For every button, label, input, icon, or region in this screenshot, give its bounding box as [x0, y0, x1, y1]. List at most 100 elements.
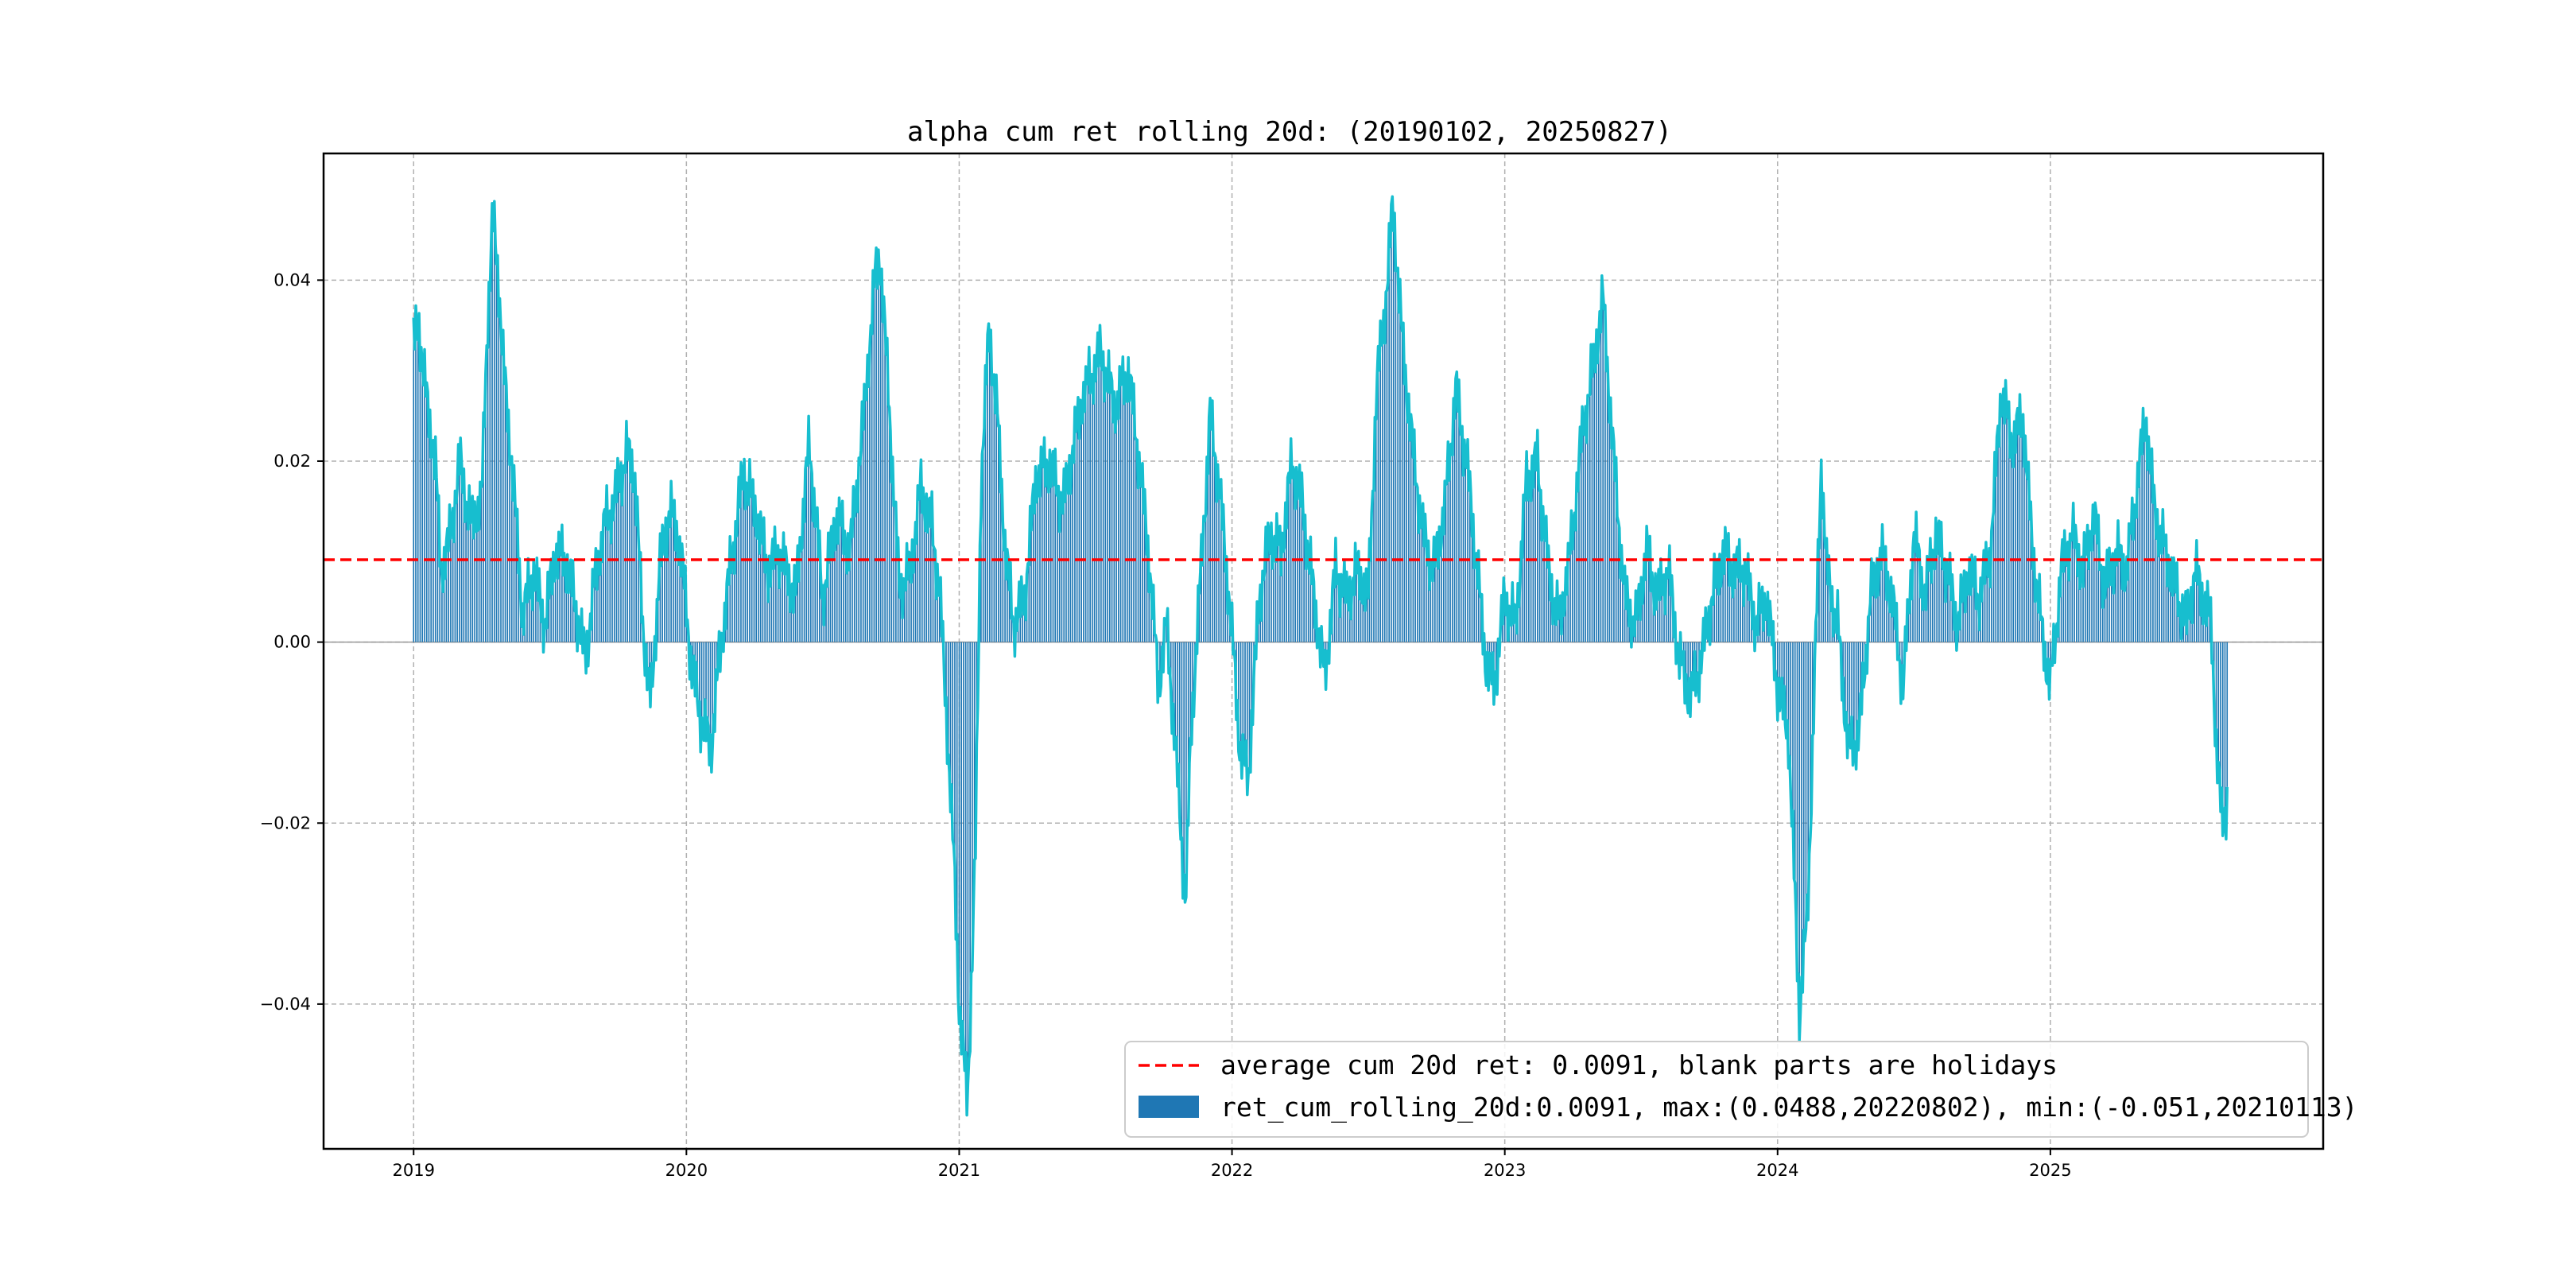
- bar: [895, 502, 897, 642]
- bar: [1100, 354, 1102, 642]
- bar: [459, 474, 460, 642]
- x-tick-label: 2025: [2029, 1161, 2071, 1180]
- bar: [673, 507, 674, 642]
- bar: [1126, 402, 1128, 642]
- bar: [434, 436, 436, 642]
- bar: [1309, 537, 1312, 642]
- bar: [1541, 540, 1543, 642]
- bar: [598, 572, 600, 642]
- bar: [2159, 533, 2160, 642]
- bar: [855, 480, 858, 642]
- bar: [627, 460, 629, 642]
- bar: [465, 502, 467, 642]
- bar: [1934, 568, 1936, 642]
- bar: [1360, 567, 1362, 642]
- bar: [1333, 587, 1336, 642]
- bar: [1288, 472, 1290, 642]
- bar: [613, 500, 615, 642]
- bar: [764, 572, 766, 642]
- bar: [840, 526, 843, 642]
- bar: [2119, 545, 2121, 642]
- bar: [1421, 524, 1423, 642]
- bar: [2093, 533, 2095, 642]
- bar: [1048, 492, 1049, 642]
- bar: [1456, 371, 1458, 642]
- bar: [1691, 642, 1693, 673]
- bar: [1458, 379, 1460, 642]
- bar: [1787, 642, 1790, 769]
- bar: [797, 545, 799, 642]
- bar: [1532, 487, 1534, 642]
- bar: [1002, 522, 1004, 642]
- bar: [1170, 642, 1172, 692]
- bar: [513, 465, 515, 642]
- bar: [1899, 642, 1901, 662]
- bar: [954, 642, 956, 867]
- bar: [1576, 472, 1578, 642]
- bar: [784, 574, 786, 642]
- bar: [1417, 487, 1418, 642]
- bar: [635, 525, 638, 642]
- bar: [679, 537, 681, 642]
- bar: [1550, 600, 1552, 642]
- bar: [1096, 359, 1098, 642]
- bar: [871, 334, 873, 642]
- bar: [2128, 523, 2130, 642]
- bar: [753, 526, 755, 642]
- bar: [1122, 356, 1124, 642]
- bar: [1307, 554, 1309, 642]
- bar: [1426, 542, 1427, 642]
- bar: [1161, 642, 1163, 647]
- bar: [867, 355, 868, 642]
- bar: [2019, 394, 2021, 642]
- bar: [744, 509, 747, 642]
- bar: [834, 549, 836, 642]
- bar: [1886, 599, 1887, 642]
- bar: [603, 514, 604, 642]
- bar: [2091, 550, 2093, 642]
- bar: [1884, 558, 1886, 642]
- bar: [886, 338, 888, 642]
- bar: [1128, 401, 1131, 642]
- bar: [554, 570, 557, 642]
- bar: [2191, 623, 2194, 642]
- bar: [1597, 338, 1600, 642]
- bar: [670, 481, 672, 642]
- bar: [2106, 549, 2109, 642]
- bar: [2163, 545, 2165, 642]
- bar: [993, 374, 995, 642]
- bar: [1596, 329, 1597, 642]
- bar: [2095, 511, 2097, 642]
- bar: [1465, 460, 1467, 642]
- bar: [2101, 607, 2104, 642]
- legend: average cum 20d ret: 0.0091, blank parts…: [1124, 1041, 2357, 1138]
- bar: [1973, 587, 1975, 642]
- bar: [664, 554, 665, 642]
- bar: [2067, 541, 2069, 642]
- bar: [1600, 332, 1602, 642]
- bar: [1030, 530, 1032, 642]
- bar: [1836, 632, 1837, 642]
- bar: [1942, 569, 1945, 642]
- x-axis: 2019 2020 2021 2022 2023 2024 2025: [392, 1149, 2072, 1180]
- bar: [1569, 553, 1571, 642]
- bar: [1748, 599, 1750, 642]
- bar: [919, 491, 921, 642]
- bar: [1722, 540, 1724, 642]
- bar: [2047, 642, 2049, 659]
- bar: [1213, 452, 1216, 642]
- bar: [2062, 571, 2065, 642]
- bar: [1065, 463, 1067, 642]
- bar: [984, 365, 987, 642]
- bar: [2069, 533, 2071, 642]
- bar: [1201, 534, 1202, 642]
- bar: [1641, 603, 1643, 642]
- bar: [1432, 580, 1433, 642]
- bar: [615, 502, 618, 642]
- bar: [506, 431, 509, 642]
- bar: [600, 532, 603, 642]
- bar: [2139, 448, 2141, 642]
- bar: [1451, 455, 1453, 642]
- bar: [960, 642, 963, 1054]
